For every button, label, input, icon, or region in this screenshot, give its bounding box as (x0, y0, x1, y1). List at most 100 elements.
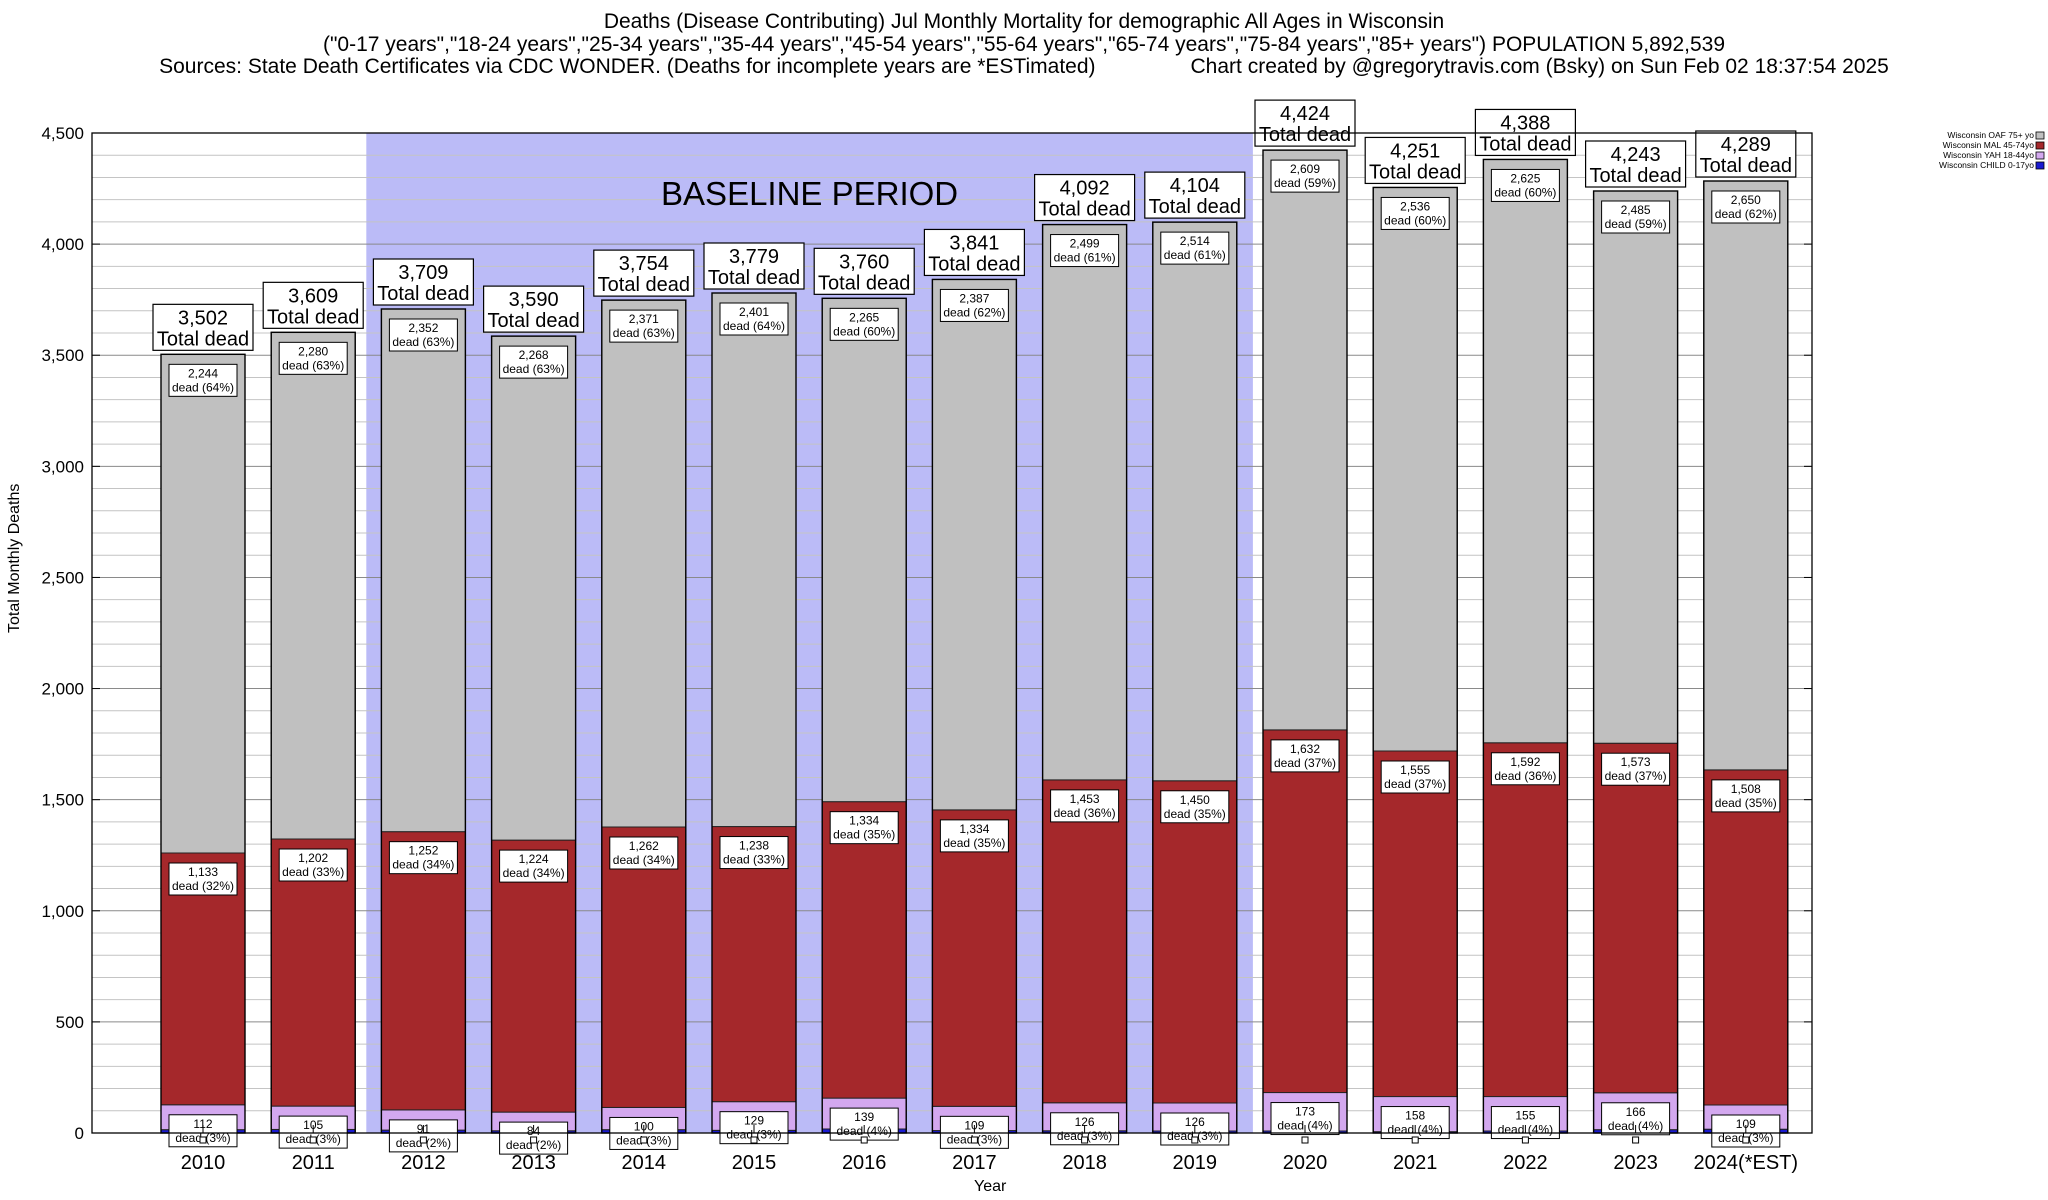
total-value-label: 3,754 (619, 253, 669, 275)
segment-percent-label: dead (37%) (1384, 777, 1446, 791)
y-tick-label: 1,000 (41, 902, 84, 921)
bar-segment-3 (1042, 224, 1128, 781)
total-value-label: 4,243 (1611, 144, 1661, 166)
bar-segment-3 (1482, 158, 1568, 744)
segment-label-box (829, 811, 899, 845)
segment-value-label: 2,499 (1070, 237, 1100, 251)
total-label-box (1254, 99, 1356, 147)
total-value-label: 3,502 (178, 307, 228, 329)
bar-segment-3 (821, 297, 907, 803)
segment-value-label: 2,401 (739, 305, 769, 319)
bar-segment-2 (270, 838, 356, 1107)
sources-note: Sources: State Death Certificates via CD… (159, 55, 1096, 78)
child-marker (530, 1136, 538, 1144)
segment-value-label: 2,485 (1621, 203, 1651, 217)
total-value-label: 4,251 (1390, 140, 1440, 162)
segment-label-box (939, 288, 1009, 322)
baseline-period-label: BASELINE PERIOD (661, 175, 958, 212)
segment-percent-label: dead (37%) (1274, 756, 1336, 770)
x-tick-label: 2019 (1173, 1152, 1218, 1174)
bar-segment-3 (160, 353, 246, 854)
chart-credit: Chart created by @gregorytravis.com (Bsk… (1190, 55, 1889, 78)
legend-label: Wisconsin YAH 18-44yo (1943, 150, 2034, 160)
segment-percent-label: dead (64%) (172, 380, 234, 394)
bar-segment-3 (491, 335, 577, 841)
segment-label-box (829, 307, 899, 341)
bar-segment-3 (1262, 149, 1348, 731)
segment-value-label: 1,453 (1070, 792, 1100, 806)
total-label-box (1364, 136, 1466, 185)
segment-percent-label: dead (36%) (1494, 769, 1556, 783)
segment-value-label: 1,252 (408, 844, 438, 858)
segment-label-box (1490, 752, 1560, 786)
x-tick-label: 2014 (622, 1152, 667, 1174)
segment-percent-label: dead (61%) (1054, 251, 1116, 265)
segment-label-box (1160, 231, 1230, 265)
segment-value-label: 1,133 (188, 865, 218, 879)
total-suffix-label: Total dead (1149, 196, 1241, 218)
legend-swatch (2035, 151, 2045, 160)
segment-label-box (1601, 752, 1671, 786)
bar-segment-2 (931, 809, 1017, 1107)
total-label-box (1584, 140, 1687, 188)
bar-segment-2 (1703, 769, 1789, 1106)
total-suffix-label: Total dead (818, 272, 910, 294)
child-marker (860, 1136, 868, 1144)
total-suffix-label: Total dead (1479, 133, 1571, 155)
segment-value-label: 2,609 (1290, 162, 1320, 176)
bar-segment-3 (1372, 186, 1458, 752)
y-tick-label: 500 (56, 1013, 84, 1032)
x-tick-label: 2013 (511, 1152, 556, 1174)
total-value-label: 3,709 (398, 262, 448, 284)
total-label-box (1695, 130, 1797, 178)
child-marker (1301, 1136, 1309, 1144)
bar-segment-3 (931, 278, 1017, 811)
total-suffix-label: Total dead (1589, 165, 1681, 187)
x-tick-label: 2022 (1503, 1152, 1548, 1174)
x-tick-label: 2015 (732, 1152, 777, 1174)
segment-value-label: 1,238 (739, 839, 769, 853)
segment-percent-label: dead (34%) (392, 858, 454, 872)
bar-segment-2 (1042, 779, 1128, 1104)
segment-percent-label: dead (37%) (1605, 769, 1667, 783)
x-tick-label: 2012 (401, 1152, 446, 1174)
segment-percent-label: dead (33%) (723, 853, 785, 867)
y-tick-label: 3,000 (41, 457, 84, 476)
x-tick-label: 2021 (1393, 1152, 1438, 1174)
total-suffix-label: Total dead (1259, 124, 1351, 146)
bar-segment-3 (711, 292, 797, 828)
segment-percent-label: dead (35%) (1715, 796, 1777, 810)
segment-value-label: 2,265 (849, 310, 879, 324)
segment-percent-label: dead (63%) (282, 358, 344, 372)
bar-segment-2 (601, 826, 687, 1108)
segment-label-box (719, 302, 789, 336)
total-value-label: 3,609 (288, 285, 338, 307)
x-tick-label: 2020 (1283, 1152, 1328, 1174)
bar-segment-2 (1482, 742, 1568, 1098)
total-value-label: 4,289 (1721, 134, 1771, 156)
segment-value-label: 112 (193, 1117, 212, 1131)
segment-label-box (168, 862, 238, 896)
legend-swatch (2035, 131, 2045, 140)
chart-subtitle-age-groups: ("0-17 years","18-24 years","25-34 years… (322, 33, 1726, 56)
segment-value-label: 2,536 (1400, 199, 1430, 213)
x-tick-label: 2018 (1062, 1152, 1107, 1174)
total-label-box (483, 285, 585, 333)
total-label-box (593, 249, 695, 297)
total-label-box (1144, 171, 1246, 219)
segment-label-box (278, 341, 348, 375)
segment-percent-label: dead (62%) (943, 305, 1005, 319)
segment-percent-label: dead (60%) (1494, 185, 1556, 199)
segment-value-label: 126 (1185, 1115, 1205, 1129)
segment-percent-label: dead (64%) (723, 319, 785, 333)
segment-value-label: 109 (1736, 1117, 1756, 1131)
plot-border (91, 132, 1813, 1134)
segment-value-label: 2,280 (298, 344, 328, 358)
y-tick-label: 4,500 (41, 124, 84, 143)
segment-value-label: 1,262 (629, 839, 659, 853)
x-axis-label: Year (974, 1178, 1007, 1195)
segment-label-box (1711, 779, 1781, 813)
y-tick-label: 2,500 (41, 568, 84, 587)
segment-percent-label: dead (36%) (1054, 806, 1116, 820)
segment-percent-label: dead (35%) (943, 836, 1005, 850)
